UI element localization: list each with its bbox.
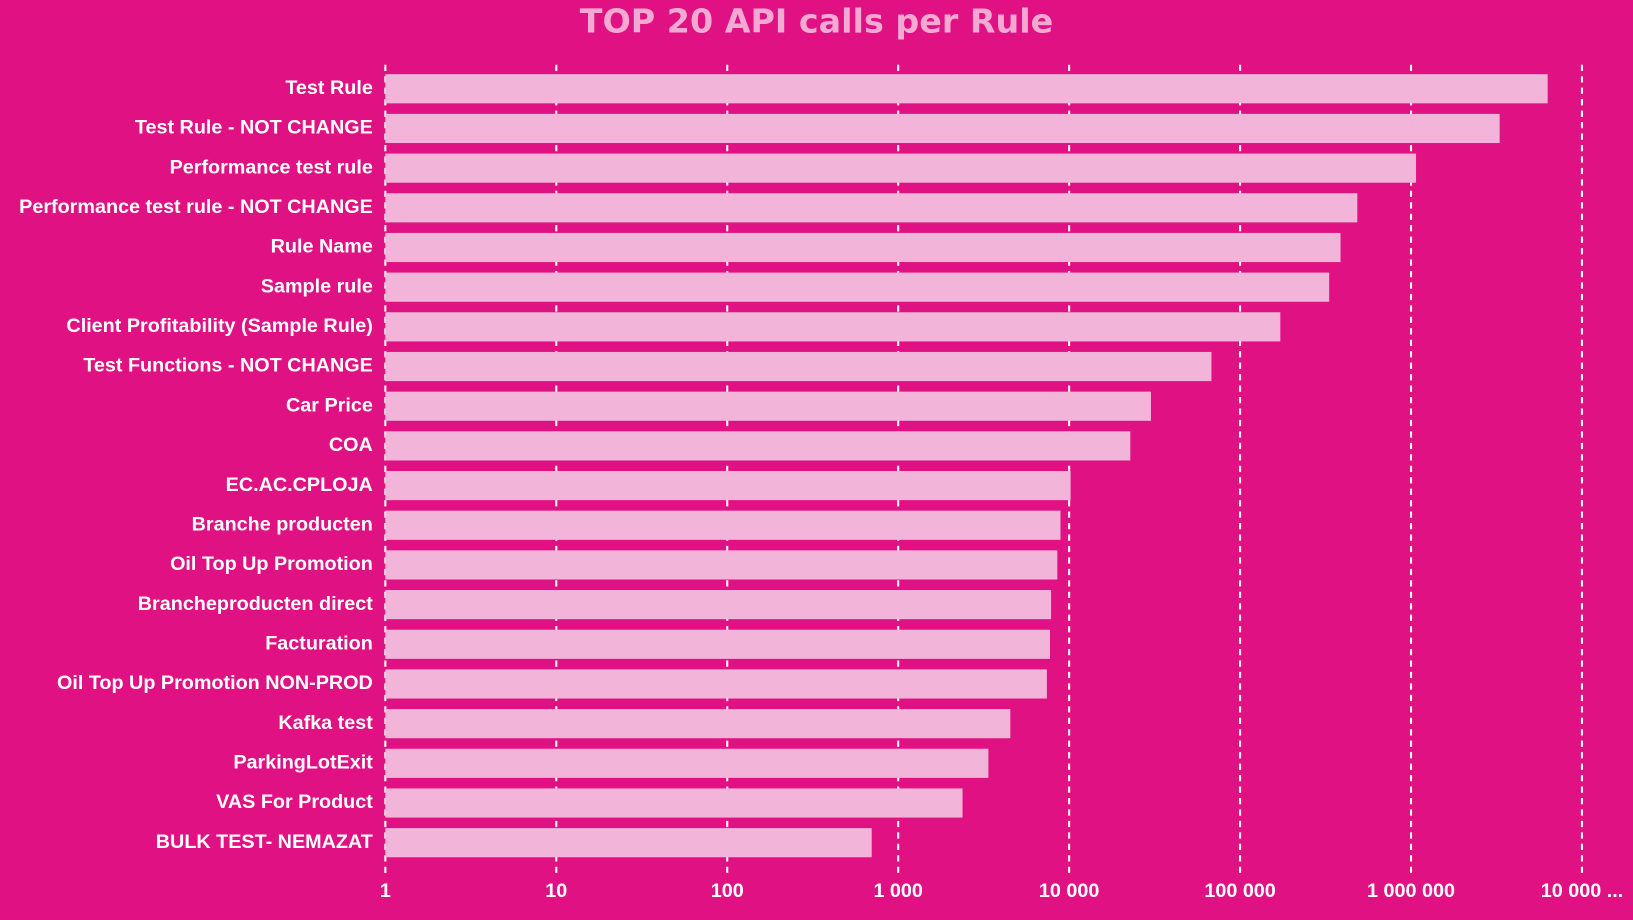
y-tick-label: Performance test rule (170, 156, 373, 178)
y-tick-label: Facturation (265, 633, 373, 655)
y-tick-label: VAS For Product (216, 791, 373, 813)
bar (385, 550, 1058, 580)
bar (385, 788, 963, 818)
x-tick-label: 10 000 ... (1541, 880, 1623, 902)
bar (385, 629, 1051, 659)
x-tick-label: 1 000 000 (1367, 880, 1455, 902)
x-tick-label: 1 000 (873, 880, 922, 902)
y-tick-label: Sample rule (261, 275, 373, 297)
chart-title: TOP 20 API calls per Rule (580, 2, 1054, 41)
bar (385, 351, 1212, 382)
y-tick-label: Oil Top Up Promotion NON-PROD (57, 672, 373, 694)
bar (385, 272, 1330, 302)
bar (385, 748, 989, 778)
y-tick-label: Rule Name (271, 236, 373, 258)
bar (385, 510, 1061, 540)
bar (385, 153, 1417, 183)
x-tick-label: 1 (380, 880, 391, 902)
bar (385, 74, 1548, 104)
y-tick-label: COA (329, 434, 373, 456)
y-tick-label: Branche producten (192, 513, 373, 535)
y-tick-label: BULK TEST- NEMAZAT (156, 831, 373, 853)
y-tick-label: Car Price (286, 394, 373, 416)
bar (385, 193, 1358, 223)
y-tick-label: Test Functions - NOT CHANGE (83, 355, 373, 377)
x-tick-label: 10 (545, 880, 567, 902)
bar (385, 470, 1071, 501)
y-tick-label: Brancheproducten direct (138, 593, 373, 615)
y-tick-label: Test Rule (285, 77, 373, 99)
bar (385, 431, 1131, 461)
bar (385, 590, 1052, 620)
bar (385, 828, 872, 858)
x-tick-label: 10 000 (1039, 880, 1099, 902)
y-tick-label: Kafka test (278, 712, 373, 734)
bar (385, 312, 1281, 342)
x-tick-label: 100 000 (1204, 880, 1275, 902)
y-tick-label: ParkingLotExit (233, 752, 373, 774)
y-tick-label: EC.AC.CPLOJA (226, 474, 373, 496)
y-tick-label: Client Profitability (Sample Rule) (66, 315, 372, 337)
y-tick-label: Test Rule - NOT CHANGE (135, 117, 373, 139)
x-tick-label: 100 (711, 880, 744, 902)
bar (385, 709, 1011, 739)
y-tick-label: Oil Top Up Promotion (170, 553, 373, 575)
bar (385, 391, 1151, 421)
bar (385, 669, 1047, 699)
y-tick-label: Performance test rule - NOT CHANGE (19, 196, 373, 218)
bar (385, 113, 1500, 144)
bar (385, 232, 1341, 263)
